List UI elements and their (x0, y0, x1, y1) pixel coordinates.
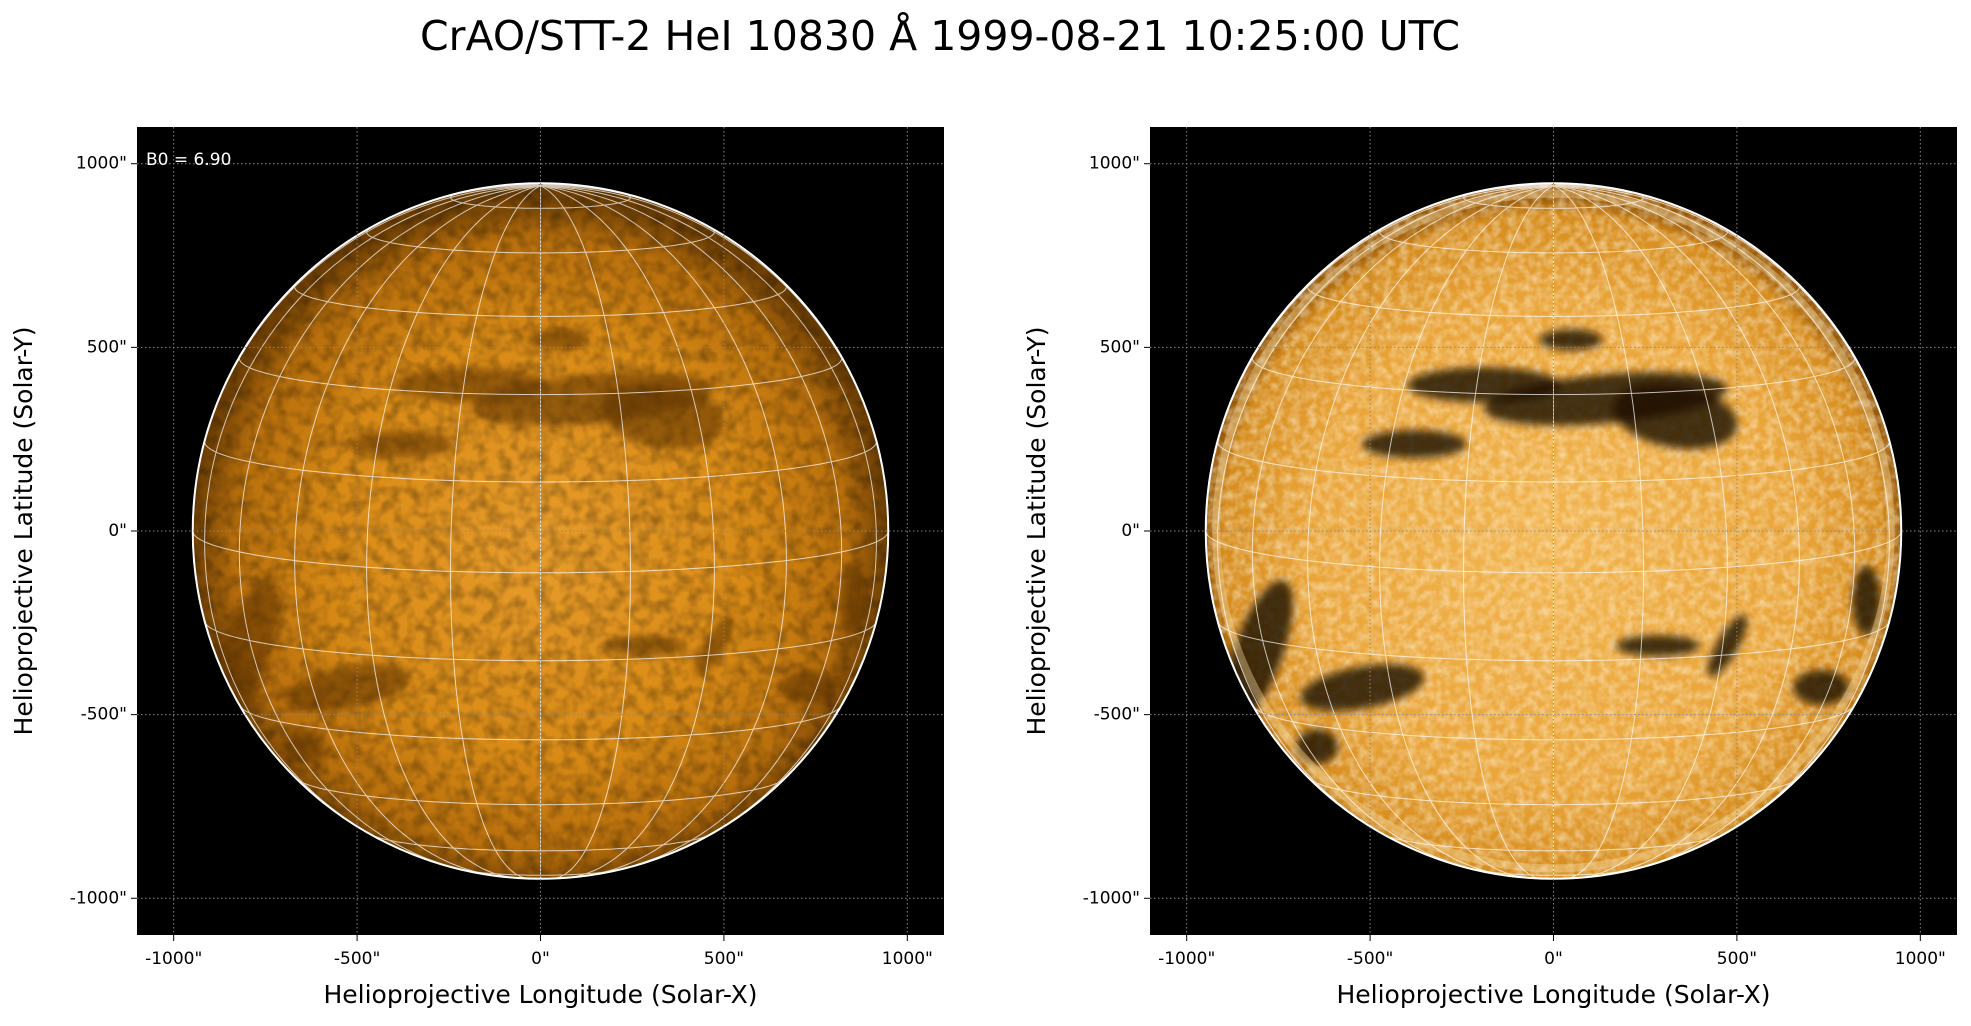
y-tick-label: -1000" (1083, 888, 1140, 908)
x-tick-label: -500" (334, 949, 380, 969)
x-axis-label: Helioprojective Longitude (Solar-X) (1336, 980, 1770, 1009)
dark-feature (1852, 565, 1881, 636)
grid-curve (370, 833, 711, 852)
panel: -1000" -500" 0" 500" 1000" -1000" -500" 0" 500" 1… (9, 127, 944, 1009)
dark-features (210, 329, 868, 764)
x-tick-label: 0" (1544, 949, 1563, 969)
y-tick-label: 0" (108, 521, 127, 541)
x-tick-label: 500" (704, 949, 744, 969)
y-axis-label: Helioprojective Latitude (Solar-Y) (1022, 327, 1051, 736)
dark-feature (839, 565, 868, 636)
grid-curve (1217, 441, 1890, 483)
grid-curve (1309, 778, 1798, 806)
x-tick-label: 500" (1717, 949, 1757, 969)
grid-curve (1217, 185, 1554, 847)
x-tick-label: 1000" (882, 949, 933, 969)
x-axis-label: Helioprojective Longitude (Solar-X) (323, 980, 757, 1009)
x-tick-label: -500" (1347, 949, 1393, 969)
dark-feature (780, 670, 837, 705)
grid-curve (1379, 227, 1728, 254)
dark-feature (1539, 329, 1603, 351)
grid-curve (540, 185, 787, 877)
dark-feature (600, 383, 725, 449)
grid-curve (1553, 185, 1890, 847)
dark-feature (603, 635, 687, 657)
grid-curve (366, 185, 541, 879)
dark-feature (1793, 670, 1850, 705)
grid-curve (1553, 185, 1645, 879)
dark-feature (394, 367, 548, 403)
grid-curve (540, 185, 877, 847)
x-tick-label: -1000" (145, 949, 202, 969)
grid-curve (1205, 530, 1902, 574)
grid-curve (294, 185, 541, 877)
y-tick-label: 500" (1100, 337, 1140, 357)
grid-curve (449, 185, 541, 879)
grid-curve (1553, 185, 1856, 872)
grid-curve (366, 227, 715, 254)
y-tick-label: 1000" (1089, 154, 1140, 174)
grid-curve (540, 185, 843, 872)
grid-curve (204, 621, 877, 662)
y-axis-label: Helioprojective Latitude (Solar-Y) (9, 327, 38, 736)
dark-feature (1707, 615, 1747, 677)
annotation: B0 = 6.90 (146, 150, 231, 170)
dark-feature (526, 329, 590, 351)
grid-curve (540, 185, 715, 879)
dark-feature (1616, 635, 1700, 657)
y-tick-label: 1000" (76, 154, 127, 174)
grid-curve (1383, 833, 1724, 852)
figure-title: CrAO/STT-2 HeI 10830 Å 1999-08-21 10:25:… (420, 12, 1460, 60)
grid-curve (192, 530, 889, 574)
grid-curve (1379, 185, 1554, 879)
dark-feature (1296, 729, 1338, 764)
grid-curve (540, 185, 632, 879)
panel: -1000" -500" 0" 500" 1000" -1000" -500" 0" 500" 1… (1022, 127, 1957, 1009)
heliographic-grid (192, 182, 889, 879)
grid-curve (238, 355, 843, 396)
dark-feature (349, 430, 454, 458)
grid-curve (1553, 185, 1800, 877)
dark-feature (1362, 430, 1467, 458)
dark-feature (283, 729, 325, 764)
dark-feature (1407, 367, 1561, 403)
x-tick-label: -1000" (1158, 949, 1215, 969)
grid-curve (1251, 185, 1554, 872)
x-tick-label: 1000" (1895, 949, 1946, 969)
grid-curve (1553, 185, 1728, 879)
x-tick-label: 0" (531, 949, 550, 969)
y-tick-label: -1000" (70, 888, 127, 908)
grid-curve (1462, 185, 1554, 879)
dark-feature (694, 615, 734, 677)
y-tick-label: 500" (87, 337, 127, 357)
grid-curve (296, 778, 785, 806)
y-tick-label: -500" (81, 705, 127, 725)
grid-curve (1217, 621, 1890, 662)
grid-curve (1251, 355, 1856, 396)
grid-curve (238, 185, 541, 872)
grid-curve (204, 185, 541, 847)
y-tick-label: 0" (1121, 521, 1140, 541)
dark-feature (1613, 383, 1738, 449)
grid-curve (204, 441, 877, 483)
grid-curve (1307, 185, 1554, 877)
y-tick-label: -500" (1094, 705, 1140, 725)
